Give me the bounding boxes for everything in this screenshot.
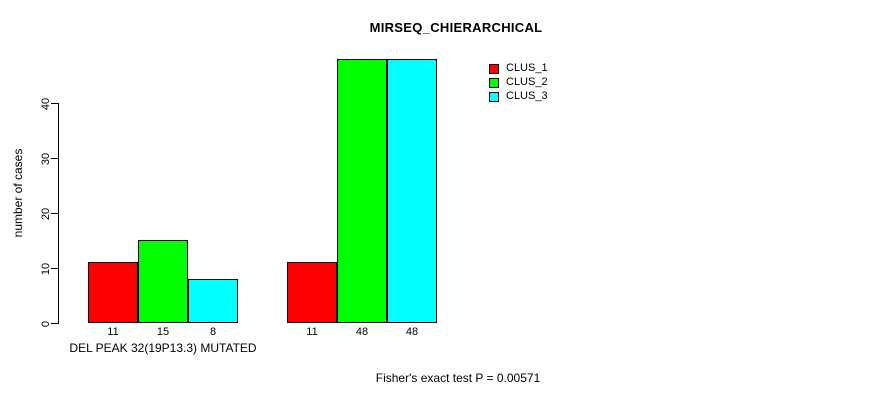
bar-clus_1-group2 — [287, 262, 337, 323]
y-axis-tick-label: 30 — [40, 152, 52, 165]
y-axis-tick-label: 20 — [40, 207, 52, 220]
y-axis-tick — [51, 323, 58, 324]
fisher-test-annotation: Fisher's exact test P = 0.00571 — [375, 371, 541, 385]
x-axis-title: DEL PEAK 32(19P13.3) MUTATED — [69, 341, 257, 355]
legend-label: CLUS_2 — [506, 76, 548, 88]
bar-value-label: 15 — [156, 326, 170, 338]
legend-swatch-clus_1 — [489, 63, 499, 74]
y-axis-tick-label: 10 — [40, 262, 52, 275]
bar-clus_3-group1 — [188, 279, 238, 323]
bar-value-label: 48 — [355, 326, 369, 338]
chart-title: MIRSEQ_CHIERARCHICAL — [369, 20, 543, 35]
y-axis-tick — [51, 213, 58, 214]
y-axis-title: number of cases — [11, 148, 25, 238]
bar-value-label: 8 — [209, 326, 217, 338]
chart-legend: CLUS_1 CLUS_2 CLUS_3 — [489, 63, 548, 102]
legend-swatch-clus_3 — [489, 91, 499, 102]
legend-item-clus_3: CLUS_3 — [489, 91, 548, 102]
bar-clus_1-group1 — [88, 262, 138, 323]
legend-label: CLUS_3 — [506, 90, 548, 102]
y-axis-tick-label: 0 — [40, 320, 52, 327]
bar-value-label: 11 — [107, 326, 119, 338]
legend-item-clus_2: CLUS_2 — [489, 77, 548, 88]
legend-item-clus_1: CLUS_1 — [489, 63, 548, 74]
y-axis-tick — [51, 268, 58, 269]
bar-clus_2-group2 — [337, 59, 387, 323]
legend-swatch-clus_2 — [489, 77, 499, 88]
y-axis-tick — [51, 158, 58, 159]
bar-value-label: 48 — [405, 326, 419, 338]
bar-clus_2-group1 — [138, 240, 188, 323]
y-axis-tick-label: 40 — [40, 97, 52, 110]
bar-value-label: 11 — [306, 326, 318, 338]
legend-label: CLUS_1 — [506, 62, 548, 74]
bar-clus_3-group2 — [387, 59, 437, 323]
y-axis-line — [58, 103, 59, 324]
y-axis-tick — [51, 103, 58, 104]
